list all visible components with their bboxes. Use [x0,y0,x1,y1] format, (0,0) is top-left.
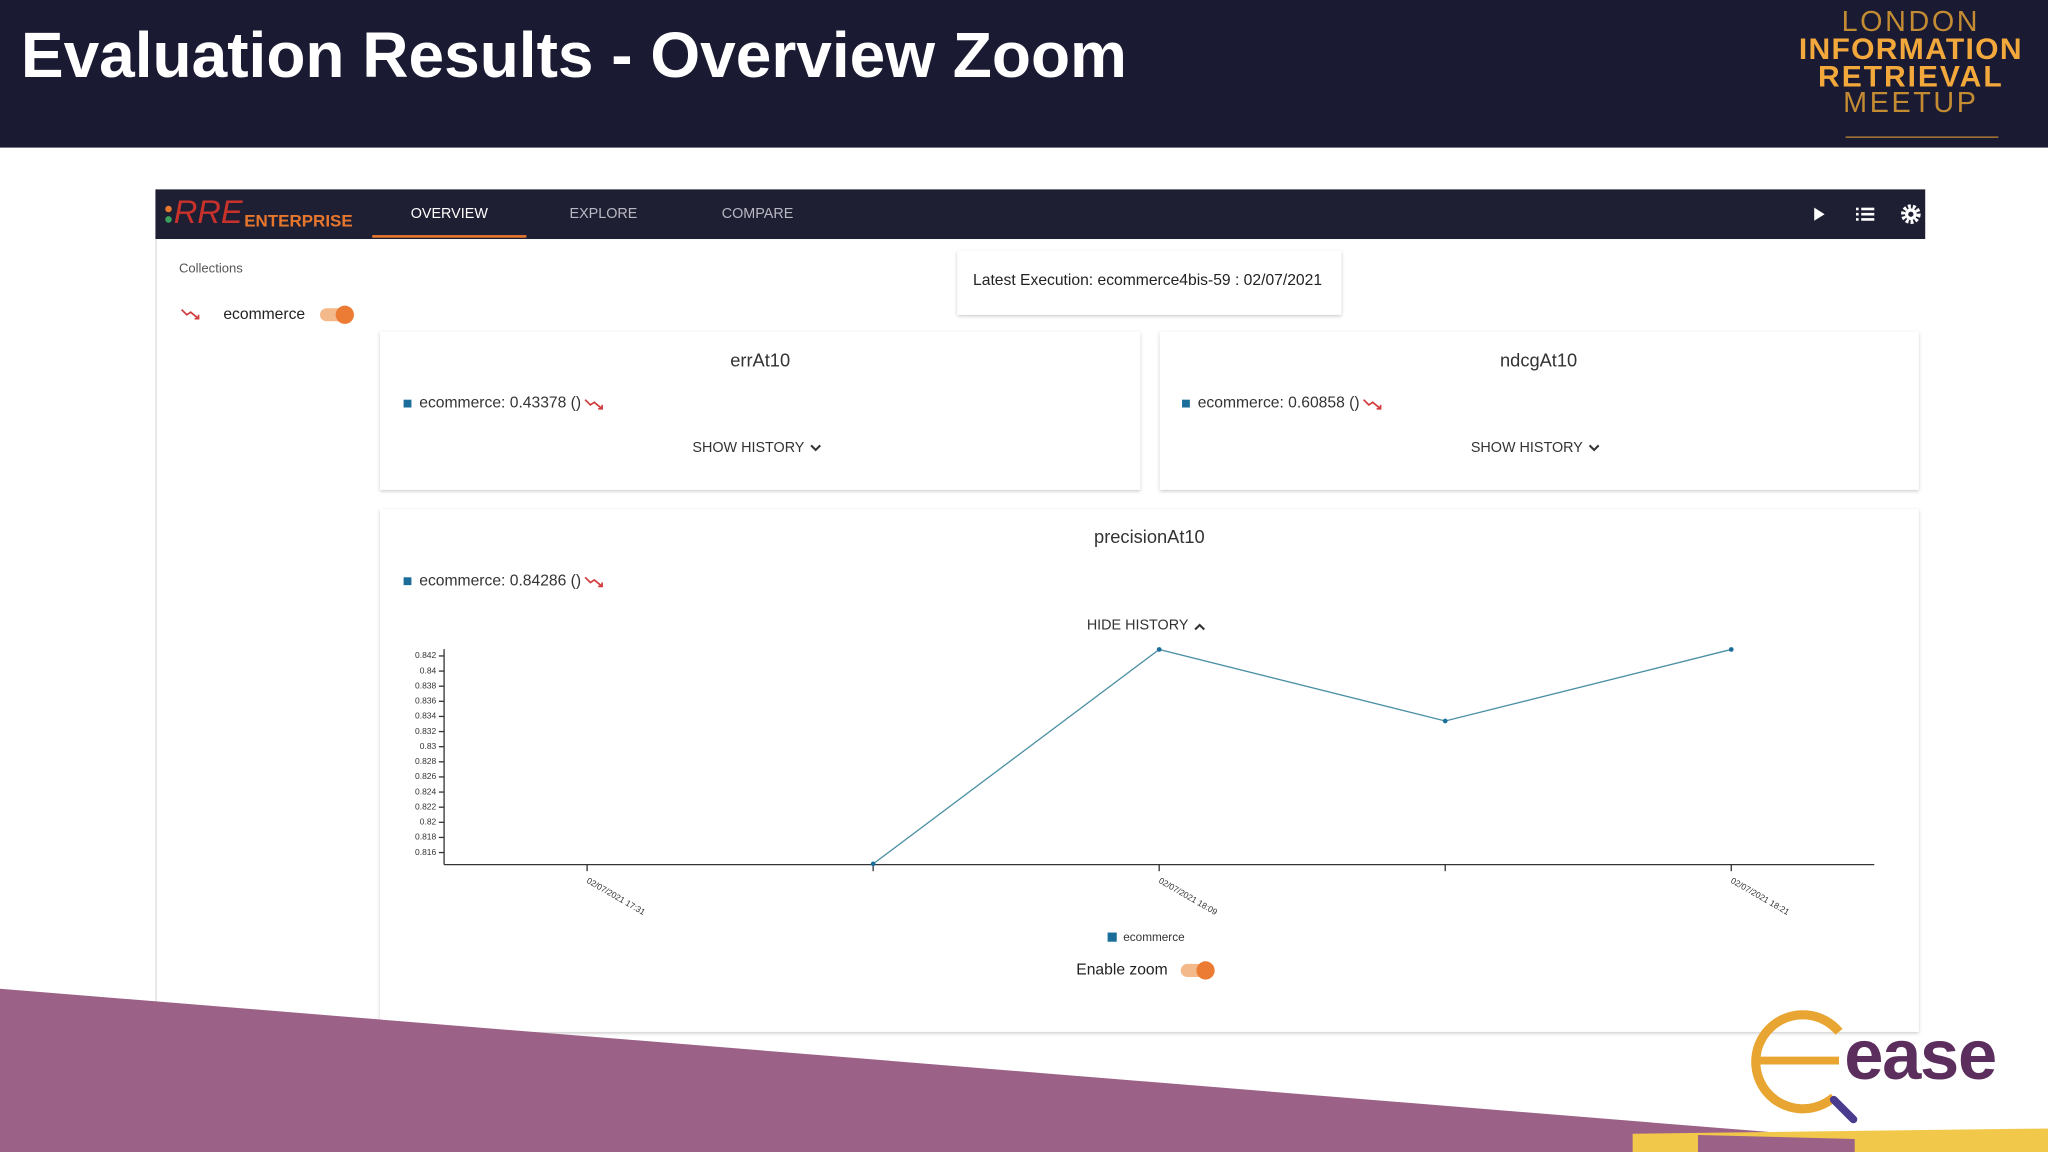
card-title: precisionAt10 [1094,526,1205,547]
toggle-knob[interactable] [335,305,354,324]
y-tick-label: 0.834 [415,711,436,721]
footer-wedge [1697,1135,1855,1152]
series-line [872,648,1732,865]
chevron-up[interactable] [1194,623,1205,631]
list-icon[interactable] [1856,207,1875,221]
logo-line: INFORMATION [1799,33,2023,66]
point [1156,647,1162,652]
brand-rre: RRE [174,193,244,230]
active-tab-underline [372,235,527,238]
zoom-label: Enable zoom [1076,962,1167,979]
legend-label: ecommerce [1123,931,1185,944]
logo-line: RETRIEVAL [1818,60,2004,93]
settings-icon[interactable] [1901,204,1921,224]
trend-icon [584,576,603,588]
card-title: ndcgAt10 [1500,350,1577,371]
history-button[interactable]: HIDE HISTORY [1087,617,1189,633]
y-tick-label: 0.83 [420,741,437,751]
y-tick-label: 0.82 [420,817,437,827]
point [870,861,876,867]
trend-icon [584,399,603,410]
slide-title: Evaluation Results - Overview Zoom [21,19,1127,91]
nav-tab[interactable]: EXPLORE [570,206,638,222]
run-icon[interactable] [1814,207,1825,221]
logo-line: MEETUP [1843,87,1978,119]
card-legend: ecommerce: 0.43378 () [419,395,581,412]
brand-dot [165,205,172,213]
history-button[interactable]: SHOW HISTORY [1471,440,1583,456]
y-tick-label: 0.818 [415,832,436,842]
chevron-down[interactable] [1588,444,1600,452]
nav-tab[interactable]: OVERVIEW [411,206,489,222]
sidebar-heading: Collections [179,261,243,276]
toggle-knob[interactable] [1196,961,1215,980]
brand-enterprise: ENTERPRISE [244,212,352,231]
nav-tab[interactable]: COMPARE [722,206,794,222]
y-tick-label: 0.816 [415,847,436,857]
header-bar [0,0,2048,148]
sease-text: ease [1844,1015,1996,1094]
metric-card [380,509,1919,1032]
legend-swatch [1107,932,1117,942]
trend-icon [180,308,200,320]
collection-name[interactable]: ecommerce [223,306,305,323]
trend-icon [1362,399,1382,410]
point [1728,647,1734,652]
sease-logo: ease [1751,1010,1997,1124]
history-button[interactable]: SHOW HISTORY [692,440,804,456]
chevron-down[interactable] [810,444,821,452]
metric-card [1159,331,1919,490]
y-tick-label: 0.824 [415,786,436,796]
point [1442,718,1448,724]
app-nav [155,189,1926,240]
card-title: errAt10 [730,350,790,371]
footer-wedge [0,988,1855,1152]
y-tick-label: 0.836 [415,696,436,706]
legend-swatch [403,399,412,408]
y-tick-label: 0.842 [415,650,436,660]
card-legend: ecommerce: 0.84286 () [419,572,581,589]
latest-execution-box [957,250,1342,315]
legend-swatch [403,577,412,586]
y-tick-label: 0.838 [415,680,436,690]
legend-swatch [1182,399,1190,408]
logo-line: LONDON [1842,6,1981,38]
card-legend: ecommerce: 0.60858 () [1198,395,1360,412]
metric-card [380,331,1141,490]
y-tick-label: 0.832 [415,726,436,736]
brand-dot [165,216,172,223]
y-tick-label: 0.826 [415,771,436,781]
y-tick-label: 0.84 [420,665,437,675]
y-tick-label: 0.828 [415,756,436,766]
y-tick-label: 0.822 [415,801,436,811]
latest-execution: Latest Execution: ecommerce4bis-59 : 02/… [973,272,1322,289]
